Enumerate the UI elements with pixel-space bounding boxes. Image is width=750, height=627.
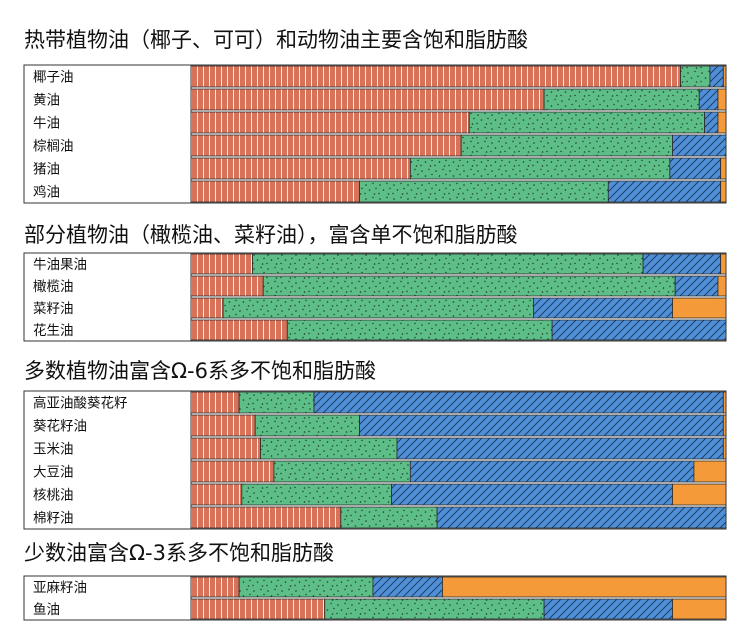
group-frame: [23, 390, 727, 530]
row-label: 鱼油: [33, 601, 60, 618]
bar-segment-omega3: [722, 414, 727, 437]
bar-segment-omega3: [717, 111, 727, 134]
bar-segment-mono: [340, 506, 438, 529]
bar-segment-omega3: [717, 275, 727, 297]
bar-segment-saturated: [190, 598, 326, 620]
bar-segment-omega6: [698, 88, 719, 111]
bar-segment-saturated: [190, 460, 275, 483]
bar-segment-mono: [359, 180, 609, 203]
bar-segment-omega6: [672, 134, 727, 157]
bar-segment-mono: [254, 414, 360, 437]
bar-segment-omega6: [396, 437, 724, 460]
bar-segment-omega3: [722, 391, 727, 414]
bar-segment-saturated: [190, 253, 253, 275]
bar-segment-mono: [409, 157, 671, 180]
bar-segment-mono: [260, 437, 398, 460]
bar-segment-mono: [252, 253, 644, 275]
bar-segment-saturated: [190, 414, 256, 437]
group-title: 热带植物油（椰子、可可）和动物油主要含饱和脂肪酸: [24, 28, 528, 52]
bar-segment-mono: [468, 111, 706, 134]
row-label: 亚麻籽油: [33, 580, 87, 596]
bar-segment-omega6: [313, 391, 724, 414]
group-frame: [23, 64, 727, 204]
chart-group: 多数植物油富含Ω-6系多不饱和脂肪酸高亚油酸葵花籽葵花籽油玉米油大豆油核桃油棉籽…: [23, 359, 727, 530]
group-title: 部分植物油（橄榄油、菜籽油），富含单不饱和脂肪酸: [24, 223, 518, 247]
row-label: 核桃油: [33, 488, 74, 504]
bar-segment-omega3: [672, 598, 727, 620]
bar-segment-omega6: [642, 253, 722, 275]
bar-segment-omega6: [359, 414, 724, 437]
bar-segment-saturated: [190, 157, 411, 180]
bar-segment-mono: [238, 576, 374, 598]
row-label: 棕榈油: [33, 139, 74, 155]
bar-segment-saturated: [190, 297, 224, 319]
bar-segment-omega6: [704, 111, 719, 134]
bar-segment-mono: [222, 297, 534, 319]
bar-segment-omega6: [436, 506, 727, 529]
row-label: 牛油: [33, 116, 60, 132]
bar-segment-omega3: [720, 180, 727, 203]
bar-segment-omega3: [693, 460, 727, 483]
bar-segment-saturated: [190, 483, 243, 506]
bar-segment-omega3: [720, 157, 727, 180]
bar-segment-omega3: [672, 483, 727, 506]
bar-segment-omega3: [722, 437, 727, 460]
bar-segment-omega6: [409, 460, 695, 483]
bar-segment-saturated: [190, 111, 470, 134]
bar-segment-mono: [241, 483, 393, 506]
bar-segment-saturated: [190, 391, 240, 414]
bar-segment-omega6: [533, 297, 673, 319]
bar-segment-omega6: [372, 576, 443, 598]
bar-segment-omega3: [722, 65, 727, 88]
bar-segment-saturated: [190, 88, 545, 111]
bar-segment-mono: [262, 275, 676, 297]
row-label: 菜籽油: [33, 301, 74, 317]
row-label: 高亚油酸葵花籽: [33, 395, 128, 412]
bar-segment-saturated: [190, 319, 288, 341]
bar-segment-saturated: [190, 275, 264, 297]
bar-segment-omega6: [391, 483, 673, 506]
bar-segment-omega3: [672, 297, 727, 319]
row-label: 鸡油: [33, 184, 60, 201]
bar-segment-omega6: [669, 157, 722, 180]
bar-segment-saturated: [190, 65, 681, 88]
bar-segment-omega6: [607, 180, 722, 203]
row-label: 大豆油: [33, 465, 74, 481]
bar-segment-omega6: [551, 319, 727, 341]
bar-segment-mono: [460, 134, 673, 157]
bar-segment-saturated: [190, 180, 360, 203]
row-label: 牛油果油: [33, 257, 87, 273]
row-label: 花生油: [33, 323, 74, 339]
bar-segment-saturated: [190, 134, 462, 157]
bar-segment-omega6: [709, 65, 724, 88]
bar-segment-mono: [238, 391, 315, 414]
bar-segment-mono: [286, 319, 553, 341]
row-label: 猪油: [33, 162, 60, 178]
bar-segment-mono: [324, 598, 545, 620]
row-label: 棉籽油: [33, 511, 74, 527]
bar-segment-omega3: [717, 88, 727, 111]
group-title: 多数植物油富含Ω-6系多不饱和脂肪酸: [24, 359, 376, 383]
row-label: 葵花籽油: [33, 419, 87, 435]
bar-segment-omega3: [720, 253, 727, 275]
row-label: 玉米油: [33, 442, 74, 458]
bar-segment-mono: [543, 88, 700, 111]
bar-segment-omega6: [543, 598, 673, 620]
row-label: 黄油: [33, 93, 60, 109]
bar-segment-saturated: [190, 576, 240, 598]
bar-segment-mono: [273, 460, 411, 483]
bar-segment-mono: [680, 65, 711, 88]
bar-segment-saturated: [190, 437, 261, 460]
bar-segment-saturated: [190, 506, 342, 529]
group-title: 少数油富含Ω-3系多不饱和脂肪酸: [24, 541, 334, 565]
row-label: 橄榄油: [33, 278, 74, 295]
bar-segment-omega6: [674, 275, 719, 297]
bar-segment-omega3: [442, 576, 727, 598]
row-label: 椰子油: [33, 70, 74, 86]
